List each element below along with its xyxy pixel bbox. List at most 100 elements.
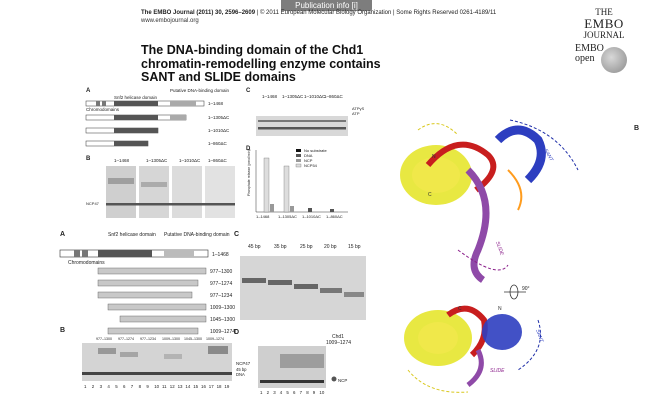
fig-top-construct-bars xyxy=(85,100,205,147)
fig-top-legend-4: NCP54 xyxy=(304,163,318,168)
fig-top-atp-label-2: ATP xyxy=(352,111,360,116)
lane-number: 3 xyxy=(100,384,103,389)
fig-top-helicase-label: Snf2 helicase domain xyxy=(114,95,158,100)
fig-bot-gel-c-h1: 45 bp xyxy=(248,244,261,250)
fig-top-gel-c-h2: 1–1305ΔC xyxy=(282,94,304,99)
structure-bottom-c: C xyxy=(458,306,462,312)
fig-top-dna-domain-label: Putative DNA-binding domain xyxy=(170,88,230,93)
fig-bot-gel-c-h2: 35 bp xyxy=(274,244,287,250)
fig-bot-gel-c xyxy=(240,256,366,320)
structure-top-n: N xyxy=(432,154,436,160)
lane-number: 8 xyxy=(306,390,309,395)
fig-top-xlabel-d-3: 1–1010ΔC xyxy=(302,214,321,219)
fig-bot-panel-b: B xyxy=(60,327,65,334)
structure-panel-b: B xyxy=(634,125,639,132)
fig-top-construct-4: 1–860ΔC xyxy=(208,141,228,146)
fig-bot-panel-d: D xyxy=(234,329,239,336)
fig-bot-gel-b-h3: 977–1234 xyxy=(140,337,156,341)
fig-bot-ncp47-label: NCP47 xyxy=(236,361,251,366)
lane-number: 8 xyxy=(139,384,142,389)
fig-bot-lane-numbers-b: 1 2 3 4 5 6 7 8 9 10 11 12 13 14 15 16 17 18 19 xyxy=(84,384,230,389)
fig-top-gel-c-h4: 1–860ΔC xyxy=(324,94,344,99)
fig-top-ylabel-d: Phosphate release (pmol/min) xyxy=(247,149,251,196)
fig-bot-ncp-label: NCP xyxy=(338,378,347,383)
fig-bot-helicase-label: Snf2 helicase domain xyxy=(108,232,156,238)
fig-bot-gel-b-h4: 1009–1300 xyxy=(162,337,180,341)
fig-bot-construct-1: 977–1300 xyxy=(210,269,232,275)
fig-bot-construct-6: 1009–1274 xyxy=(210,329,235,335)
embo-journal-logo: THE EMBO JOURNAL xyxy=(574,8,634,40)
fig-bot-lane-numbers-d: 1 2 3 4 5 6 7 8 9 10 xyxy=(260,390,325,395)
fig-bot-gel-b-h6: 1009–1274 xyxy=(206,337,224,341)
lane-number: 6 xyxy=(123,384,126,389)
lane-number: 5 xyxy=(286,390,289,395)
fig-bot-panel-c: C xyxy=(234,231,239,238)
fig-bot-domain-bar xyxy=(59,249,209,258)
structure-bottom-sant: SANT xyxy=(534,329,545,344)
lane-number: 18 xyxy=(217,384,222,389)
publication-info-tab[interactable]: Publication info [i] xyxy=(281,0,372,11)
logo-embo: EMBO xyxy=(584,16,624,31)
title-line-1: The DNA-binding domain of the Chd1 xyxy=(141,43,364,57)
fig-bot-panel-a: A xyxy=(60,231,65,238)
fig-top-gel-c-h1: 1–1468 xyxy=(262,94,278,99)
journal-citation-rest: | © 2011 European Molecular Biology Orga… xyxy=(255,10,497,16)
fig-top-gel-c-h3: 1–1010ΔC xyxy=(304,94,326,99)
lane-number: 2 xyxy=(92,384,95,389)
fig-top-gel-b-h1: 1–1468 xyxy=(114,158,130,163)
fig-bot-construct-2: 977–1274 xyxy=(210,281,232,287)
lane-number: 16 xyxy=(201,384,206,389)
fig-top-gel-b-h3: 1–1010ΔC xyxy=(179,158,201,163)
lane-number: 19 xyxy=(224,384,229,389)
logo-the: THE xyxy=(595,7,613,17)
fig-top-gel-b-h2: 1–1305ΔC xyxy=(146,158,168,163)
lane-number: 13 xyxy=(178,384,183,389)
structure-rotation-axis xyxy=(504,284,526,300)
figure-structure: B 90° SANT SLIDE N C SANT SLIDE N C xyxy=(400,119,639,393)
fig-top-panel-d: D xyxy=(246,146,251,152)
structure-rotation-label: 90° xyxy=(522,286,530,292)
fig-top-legend-2: DNA xyxy=(304,153,313,158)
structure-bottom-slide: SLIDE xyxy=(490,368,505,374)
fig-top-xlabel-d-1: 1–1468 xyxy=(256,214,270,219)
fig-bot-construct-3: 977–1234 xyxy=(210,293,232,299)
fig-top-panel-c: C xyxy=(246,88,251,94)
lane-number: 1 xyxy=(84,384,87,389)
fig-bot-gel-c-h4: 20 bp xyxy=(324,244,337,250)
open-access-disc-icon xyxy=(601,47,627,73)
fig-bot-chd1-label-1: Chd1 xyxy=(332,334,344,340)
fig-bot-chd1-label-2: 1009–1274 xyxy=(326,340,351,346)
figure-bottom: A Snf2 helicase domain Putative DNA-bind… xyxy=(59,231,366,395)
lane-number: 15 xyxy=(193,384,198,389)
structure-top-slide: SLIDE xyxy=(494,241,505,257)
lane-number: 11 xyxy=(162,384,167,389)
logo-open-embo: EMBO xyxy=(575,43,604,54)
fig-bot-chromo-label: Chromodomains xyxy=(68,260,105,266)
title-line-3: SANT and SLIDE domains xyxy=(141,70,296,84)
fig-bot-construct-5: 1045–1300 xyxy=(210,317,235,323)
paper-title: The DNA-binding domain of the Chd1 chrom… xyxy=(141,43,431,85)
fig-bot-gel-d xyxy=(258,346,337,388)
lane-number: 3 xyxy=(273,390,276,395)
fig-top-bar-chart-d xyxy=(255,149,348,213)
fig-top-gel-b-h4: 1–860ΔC xyxy=(208,158,228,163)
fig-bot-construct-bars xyxy=(97,267,207,335)
title-line-2: chromatin-remodelling enzyme contains xyxy=(141,56,381,71)
fig-bot-gel-c-h3: 25 bp xyxy=(300,244,313,250)
fig-top-chromo-label: Chromodomains xyxy=(86,107,120,112)
lane-number: 6 xyxy=(293,390,296,395)
lane-number: 12 xyxy=(170,384,175,389)
structure-bottom: SANT SLIDE N C xyxy=(404,305,545,393)
lane-number: 5 xyxy=(115,384,118,389)
fig-top-legend-1: No substrate xyxy=(304,148,327,153)
fig-bot-gel-b-h1: 977–1300 xyxy=(96,337,112,341)
logo-open-text: open xyxy=(575,53,595,64)
fig-bot-gel-c-h5: 15 bp xyxy=(348,244,361,250)
fig-top-construct-3: 1–1010ΔC xyxy=(208,128,230,133)
structure-bottom-n: N xyxy=(498,306,502,312)
lane-number: 9 xyxy=(146,384,149,389)
fig-top-xlabel-d-4: 1–860ΔC xyxy=(326,214,343,219)
fig-bot-gel-b xyxy=(82,343,232,381)
journal-website[interactable]: www.embojournal.org xyxy=(141,18,199,24)
fig-bot-dna-label-2: DNA xyxy=(236,372,245,377)
